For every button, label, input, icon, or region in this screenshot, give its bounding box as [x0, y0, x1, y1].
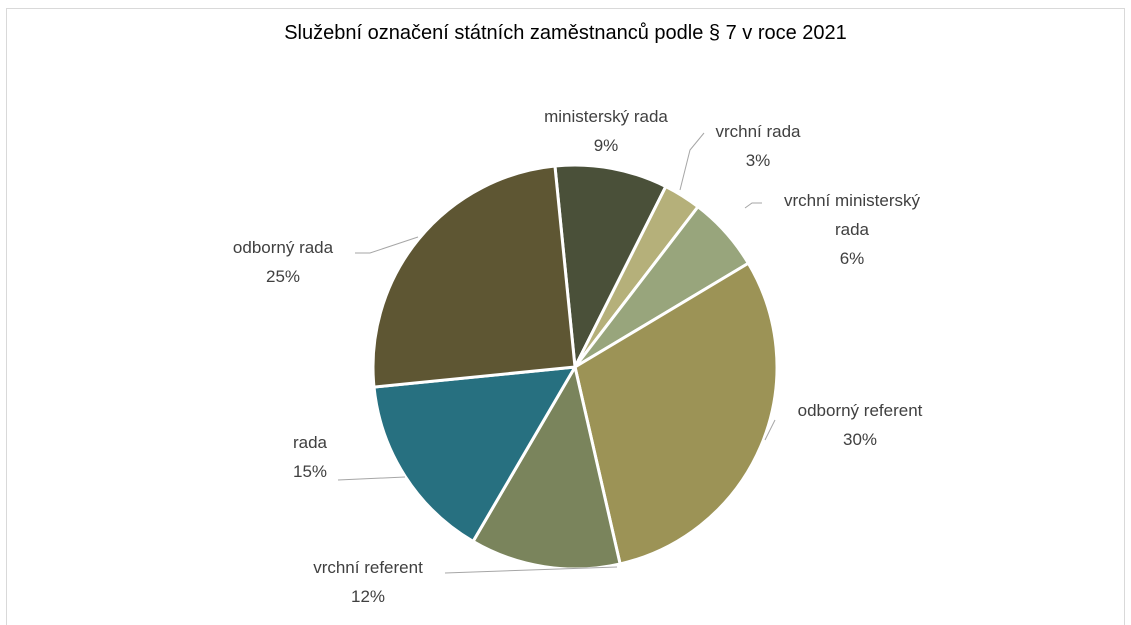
slice-value: 30% [842, 430, 878, 449]
slice-value: 6% [839, 249, 865, 268]
slice-label: rada [292, 433, 328, 452]
leader-line [764, 419, 776, 441]
leader-line [337, 476, 406, 481]
leader-line [444, 566, 618, 574]
leader-line [744, 202, 762, 209]
slice-value: 3% [745, 151, 771, 170]
pie-slice [471, 362, 622, 571]
slice-label: odborný rada [232, 238, 334, 257]
chart-title: Služební označení státních zaměstnanců p… [284, 22, 847, 44]
pie-slice [371, 164, 577, 389]
chart-border [6, 8, 1125, 625]
slice-label: odborný referent [797, 401, 923, 420]
pie-slice [372, 365, 578, 544]
slice-label: vrchní rada [715, 122, 801, 141]
slice-value: 9% [593, 136, 619, 155]
slice-value: 12% [350, 587, 386, 606]
slice-label: vrchní referent [313, 558, 423, 577]
leader-line [355, 236, 419, 254]
slice-label: vrchní ministerský rada [783, 191, 921, 239]
pie-slice [573, 261, 779, 566]
slice-label: ministerský rada [544, 107, 668, 126]
slice-value: 15% [292, 462, 328, 481]
pie-slice [553, 163, 668, 373]
slice-value: 25% [265, 267, 301, 286]
leader-line [679, 132, 705, 191]
